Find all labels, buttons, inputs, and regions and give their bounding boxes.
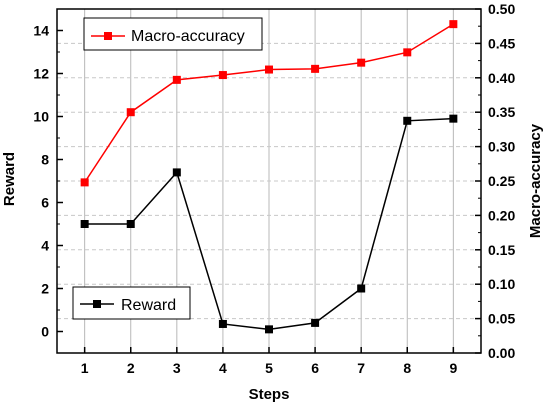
point-macro-accuracy-3 [172,75,181,84]
y-left-tick-label-14: 14 [33,23,49,39]
point-reward-8 [403,116,412,125]
y-right-tick-label-0.25: 0.25 [488,173,515,189]
y-left-tick-label-6: 6 [41,195,49,211]
y-right-tick-label-0.05: 0.05 [488,311,515,327]
point-macro-accuracy-4 [218,71,227,80]
y-axis-left-title: Reward [1,152,18,206]
legend-macro-accuracy: Macro-accuracy [83,17,263,51]
y-right-tick-label-0.10: 0.10 [488,276,515,292]
point-reward-9 [449,114,458,123]
point-macro-accuracy-1 [80,178,89,187]
x-tick-label-1: 1 [81,360,89,376]
tick-labels: 1 2 3 4 5 6 7 8 9024681012140.000.050.100.150.20… [33,1,515,376]
x-tick-label-9: 9 [449,360,457,376]
y-right-tick-label-0.45: 0.45 [488,35,515,51]
y-right-tick-label-0.30: 0.30 [488,139,515,155]
x-tick-label-8: 8 [403,360,411,376]
y-left-tick-label-4: 4 [41,238,49,254]
point-reward-7 [357,284,366,293]
legend-marker-macro-accuracy [104,32,112,40]
point-reward-4 [218,319,227,328]
x-tick-label-2: 2 [127,360,135,376]
y-left-tick-label-8: 8 [41,152,49,168]
point-macro-accuracy-6 [311,64,320,73]
ticks [57,8,481,354]
y-left-tick-label-10: 10 [33,109,49,125]
series-layer [80,20,458,334]
y-right-tick-label-0.15: 0.15 [488,242,515,258]
y-right-tick-label-0.40: 0.40 [488,70,515,86]
legend-reward: Reward [72,286,191,320]
y-left-tick-label-0: 0 [41,324,49,340]
x-tick-label-7: 7 [357,360,365,376]
legend-label-macro-accuracy: Macro-accuracy [131,28,245,45]
point-macro-accuracy-2 [126,108,135,117]
legend-box-reward [72,286,191,320]
legend-box-macro-accuracy [83,17,263,51]
point-reward-3 [172,168,181,177]
point-reward-6 [311,318,320,327]
y-left-tick-label-12: 12 [33,66,49,82]
x-axis-title: Steps [249,386,290,403]
legend-label-reward: Reward [121,297,176,314]
point-reward-1 [80,220,89,228]
point-macro-accuracy-7 [357,58,366,67]
y-axis-right-title: Macro-accuracy [527,123,544,238]
y-right-tick-label-0.00: 0.00 [488,345,515,361]
point-macro-accuracy-5 [265,65,273,74]
x-tick-label-5: 5 [265,360,273,376]
x-tick-label-3: 3 [173,360,181,376]
x-tick-label-4: 4 [219,360,227,376]
legend-marker-reward [93,300,101,308]
point-macro-accuracy-9 [449,20,458,29]
point-reward-5 [265,325,273,334]
y-right-tick-label-0.35: 0.35 [488,104,515,120]
y-left-tick-label-2: 2 [41,281,49,297]
x-tick-label-6: 6 [311,360,319,376]
y-right-tick-label-0.20: 0.20 [488,207,515,223]
point-macro-accuracy-8 [403,48,412,57]
point-reward-2 [126,220,135,228]
y-right-tick-label-0.50: 0.50 [488,1,515,17]
